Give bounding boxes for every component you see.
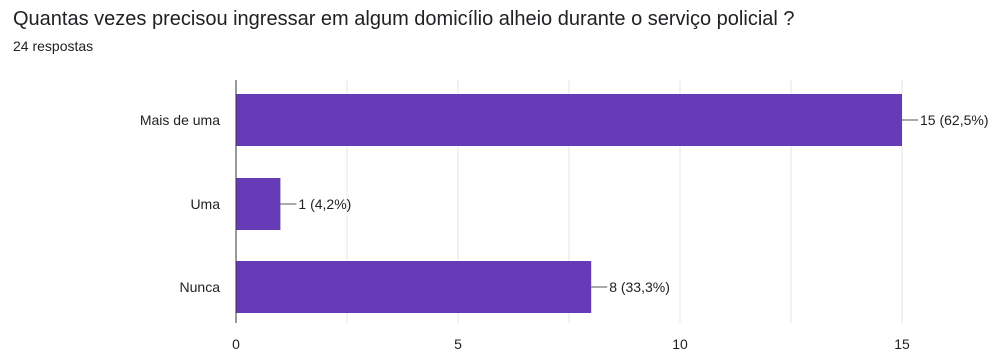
tick-label: 5 (454, 336, 462, 352)
question-title: Quantas vezes precisou ingressar em algu… (13, 8, 795, 30)
data-label: 1 (4,2%) (298, 196, 351, 212)
bars (236, 94, 902, 313)
question-header: Quantas vezes precisou ingressar em algu… (13, 6, 998, 55)
data-label: 15 (62,5%) (920, 112, 988, 128)
bar (236, 94, 902, 146)
tick-label: 15 (894, 336, 910, 352)
category-label: Uma (190, 196, 220, 212)
category-label: Mais de uma (140, 112, 220, 128)
data-label: 8 (33,3%) (609, 279, 670, 295)
labels: Mais de uma 15 (62,5%) Uma 1 (4,2%) Nunca 8 (… (140, 112, 989, 352)
bar (236, 261, 592, 313)
category-label: Nunca (180, 279, 221, 295)
tick-label: 10 (672, 336, 688, 352)
response-count: 24 respostas (13, 38, 94, 54)
tick-label: 0 (232, 336, 240, 352)
bar (236, 178, 281, 230)
